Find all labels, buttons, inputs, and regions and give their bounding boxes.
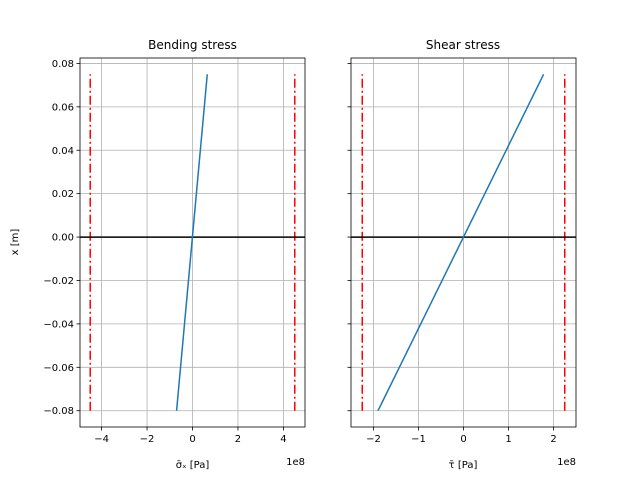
shear-stress-x-offset: 1e8 <box>557 457 576 468</box>
bending-stress-xtick-label-0: −4 <box>94 434 109 445</box>
bending-stress-ytick-label-2: −0.04 <box>43 319 74 330</box>
shear-stress-panel: −2 −1 0 1 2 Shear stress τ̄ [Pa] 1e8 <box>347 38 577 471</box>
bending-stress-x-offset: 1e8 <box>286 457 305 468</box>
bending-stress-title: Bending stress <box>148 38 237 52</box>
bending-stress-ytick-label-3: −0.02 <box>43 276 74 287</box>
shear-stress-xlabel: τ̄ [Pa] <box>449 460 478 471</box>
shear-stress-xtick-label-0: −2 <box>366 434 381 445</box>
bending-stress-xtick-label-1: −2 <box>140 434 155 445</box>
shear-stress-series-line-0 <box>377 73 545 412</box>
bending-stress-ytick-label-6: 0.04 <box>52 146 74 157</box>
bending-stress-xtick-label-4: 4 <box>280 434 286 445</box>
shear-stress-xtick-label-4: 2 <box>550 434 556 445</box>
shear-stress-title: Shear stress <box>426 38 500 52</box>
bending-stress-ytick-label-1: −0.06 <box>43 363 74 374</box>
bending-stress-series-line-0 <box>175 74 209 411</box>
shear-stress-xtick-label-1: −1 <box>411 434 426 445</box>
bending-stress-ylabel: x [m] <box>10 229 21 256</box>
bending-stress-ytick-label-5: 0.02 <box>52 189 74 200</box>
bending-stress-ytick-label-4: 0.00 <box>52 233 74 244</box>
bending-stress-panel: −4 −2 0 2 4 −0.08 −0.06 −0.04 −0.02 0.00 0.02 0.04 0… <box>10 38 306 471</box>
bending-stress-ytick-label-8: 0.08 <box>52 59 74 70</box>
shear-stress-xtick-label-3: 1 <box>505 434 511 445</box>
bending-stress-ytick-label-7: 0.06 <box>52 102 74 113</box>
bending-stress-xlabel: σ̄ₓ [Pa] <box>176 460 210 471</box>
bending-stress-xtick-label-2: 0 <box>189 434 195 445</box>
shear-stress-xtick-label-2: 0 <box>460 434 466 445</box>
bending-stress-xtick-label-3: 2 <box>235 434 241 445</box>
bending-stress-ytick-label-0: −0.08 <box>43 406 74 417</box>
